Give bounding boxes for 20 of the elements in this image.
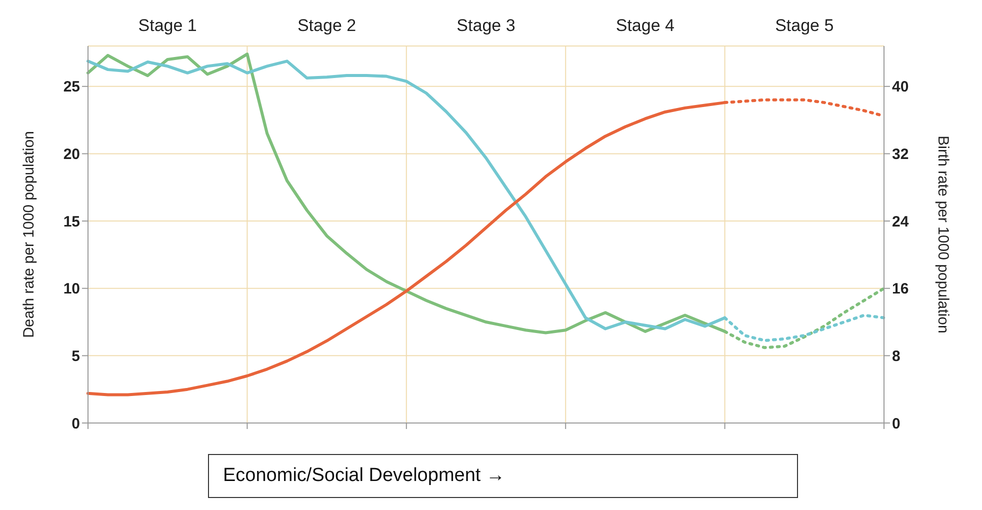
- y2-axis-title: Birth rate per 1000 population: [934, 136, 952, 334]
- y-tick-label: 20: [63, 146, 80, 164]
- text: Stage 4: [614, 16, 676, 36]
- y-axis-title: Death rate per 1000 population: [20, 131, 38, 338]
- text: Stage 5: [774, 16, 835, 36]
- y-tick-label: 10: [63, 280, 80, 298]
- text: Stage 3: [456, 16, 516, 36]
- y-tick-label: 25: [63, 78, 80, 96]
- text: Stage 2: [296, 16, 358, 36]
- text: Stage 1: [137, 16, 198, 36]
- y-tick-label: 15: [63, 213, 80, 230]
- y-tick-label: 0: [72, 415, 80, 432]
- y2-tick-label: 0: [892, 415, 900, 432]
- y2-tick-label: 40: [892, 78, 909, 96]
- y2-tick-label: 32: [892, 146, 909, 164]
- y2-tick-label: 24: [892, 213, 910, 230]
- y2-tick-label: 8: [892, 348, 900, 366]
- y2-tick-label: 16: [892, 280, 909, 298]
- y-tick-label: 5: [72, 348, 80, 366]
- x-axis-title: Economic/Social Development →: [208, 454, 798, 498]
